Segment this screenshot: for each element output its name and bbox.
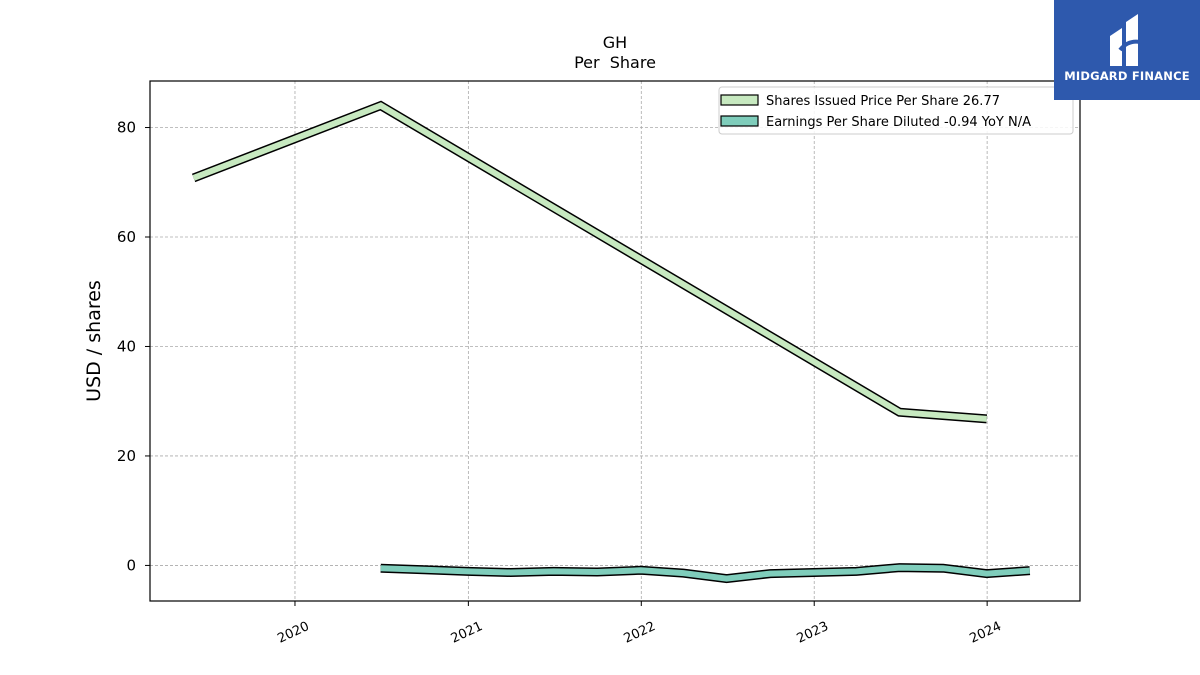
brand-logo: MIDGARD FINANCE (1054, 0, 1200, 100)
series-layer (191, 100, 1031, 584)
x-tick-label: 2023 (795, 619, 831, 647)
legend-box (718, 86, 1074, 135)
x-tick-label: 2021 (449, 619, 485, 647)
y-tick-label: 40 (117, 337, 136, 355)
legend-swatch (720, 115, 759, 127)
legend-label: Earnings Per Share Diluted -0.94 YoY N/A (766, 115, 1031, 130)
y-tick-label: 20 (117, 447, 136, 465)
logo-mark-icon (1110, 14, 1141, 66)
legend-swatch (720, 94, 759, 106)
grid (150, 81, 1080, 601)
chart-subtitle: Per Share (574, 53, 656, 72)
x-tick-label: 2022 (622, 619, 658, 647)
y-axis-label: USD / shares (83, 280, 105, 402)
y-tick-label: 60 (117, 228, 136, 246)
y-tick-label: 80 (117, 119, 136, 137)
chart-title: GH (603, 33, 627, 52)
y-tick-label: 0 (126, 556, 136, 574)
series-0-line (192, 102, 987, 422)
x-tick-label: 2024 (967, 619, 1003, 647)
x-tick-label: 2020 (275, 619, 311, 647)
series-0-outline (191, 100, 988, 424)
legend: Shares Issued Price Per Share 26.77 Earni… (718, 86, 1074, 135)
plot-frame (149, 80, 1081, 602)
series-1-line (380, 564, 1031, 582)
legend-label: Shares Issued Price Per Share 26.77 (766, 94, 1000, 109)
brand-name: MIDGARD FINANCE (1064, 69, 1190, 83)
